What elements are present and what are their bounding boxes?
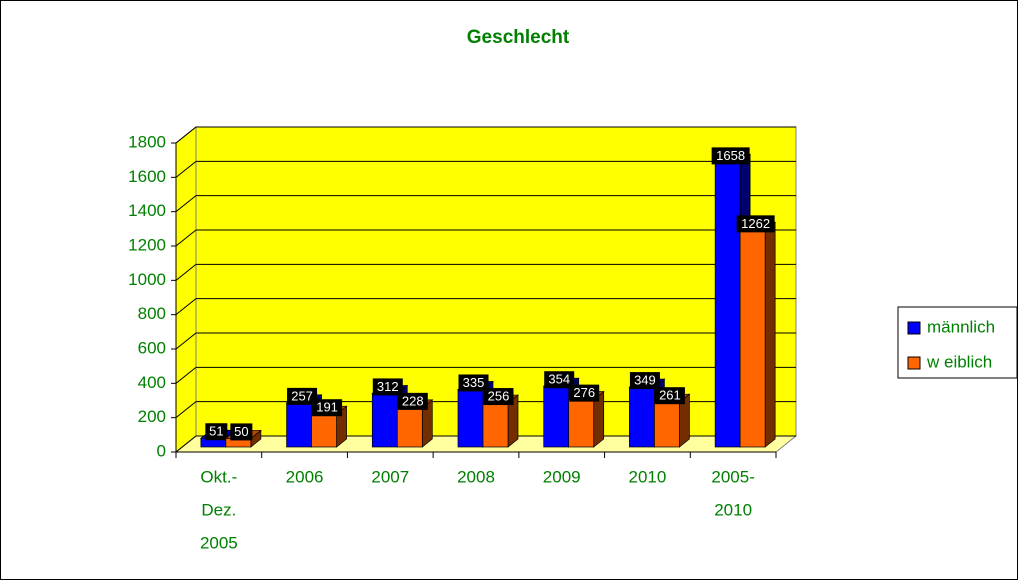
y-tick-label: 600 — [138, 338, 166, 357]
data-label: 228 — [402, 393, 424, 408]
side-wall — [175, 125, 197, 454]
data-label-bg — [312, 399, 343, 417]
data-label: 257 — [291, 388, 313, 403]
data-label-bg — [711, 147, 750, 165]
y-tick-label: 400 — [138, 373, 166, 392]
legend-swatch — [907, 321, 921, 335]
data-label: 261 — [659, 388, 681, 403]
x-tick-label: 2008 — [457, 467, 495, 486]
legend-label: w eiblich — [926, 352, 992, 371]
bar-face — [286, 402, 312, 448]
grid-line — [175, 263, 796, 281]
data-label-bg — [458, 374, 489, 392]
data-label-bg — [205, 423, 228, 441]
x-tick-label: Okt.- — [200, 467, 237, 486]
y-tick-label: 1600 — [128, 167, 166, 186]
legend-label: männlich — [927, 317, 995, 336]
data-label: 335 — [463, 375, 485, 390]
data-label: 256 — [488, 388, 510, 403]
data-label-bg — [569, 384, 600, 402]
data-label-bg — [230, 423, 253, 441]
grid-line — [175, 229, 796, 247]
bar-face — [543, 385, 570, 448]
bar-face — [629, 386, 655, 448]
bar-face — [764, 221, 776, 448]
x-tick-label: 2005- — [711, 467, 754, 486]
grid-line — [175, 332, 796, 350]
bar-face — [714, 162, 741, 448]
chart-title: Geschlecht — [467, 27, 570, 48]
y-tick-label: 200 — [138, 407, 166, 426]
y-tick-label: 0 — [157, 441, 166, 460]
x-tick-label: Dez. — [201, 500, 236, 519]
data-label-bg — [736, 215, 775, 233]
y-tick-label: 1000 — [128, 270, 166, 289]
grid-line — [175, 126, 796, 144]
bar-face — [371, 393, 398, 448]
data-label-bg — [629, 372, 660, 390]
data-label-bg — [397, 392, 428, 410]
y-tick-label: 800 — [138, 304, 166, 323]
x-tick-label: 2009 — [543, 467, 581, 486]
data-label-bg — [372, 378, 403, 396]
bar-face — [654, 401, 680, 448]
data-label: 349 — [634, 373, 656, 388]
data-label: 1262 — [741, 216, 770, 231]
y-tick-label: 1400 — [128, 201, 166, 220]
grid-line — [175, 298, 796, 316]
data-label: 276 — [573, 385, 595, 400]
data-label: 51 — [209, 424, 223, 439]
data-label: 354 — [548, 372, 570, 387]
data-label-bg — [287, 387, 318, 405]
bar-face — [482, 402, 509, 448]
x-tick-label: 2005 — [200, 533, 238, 552]
x-tick-label: 2010 — [629, 467, 667, 486]
data-label: 50 — [234, 424, 248, 439]
bar-face — [457, 389, 484, 448]
bar-face — [311, 413, 337, 448]
x-tick-label: 2010 — [714, 500, 752, 519]
bar-face — [568, 399, 595, 448]
data-label: 191 — [316, 400, 338, 415]
grid-line — [175, 160, 796, 178]
data-label-bg — [654, 387, 685, 405]
legend-swatch — [907, 356, 921, 370]
y-tick-label: 1800 — [128, 132, 166, 151]
grid-line — [175, 366, 796, 384]
data-label-bg — [483, 388, 514, 406]
grid-line — [175, 195, 796, 213]
bar-face — [739, 230, 766, 448]
data-label-bg — [544, 371, 575, 389]
y-tick-label: 1200 — [128, 235, 166, 254]
x-tick-label: 2006 — [286, 467, 324, 486]
bar — [739, 221, 777, 448]
bar-face — [396, 407, 423, 448]
data-label: 312 — [377, 379, 399, 394]
x-tick-label: 2007 — [371, 467, 409, 486]
bar — [567, 390, 605, 448]
data-label: 1658 — [716, 148, 745, 163]
